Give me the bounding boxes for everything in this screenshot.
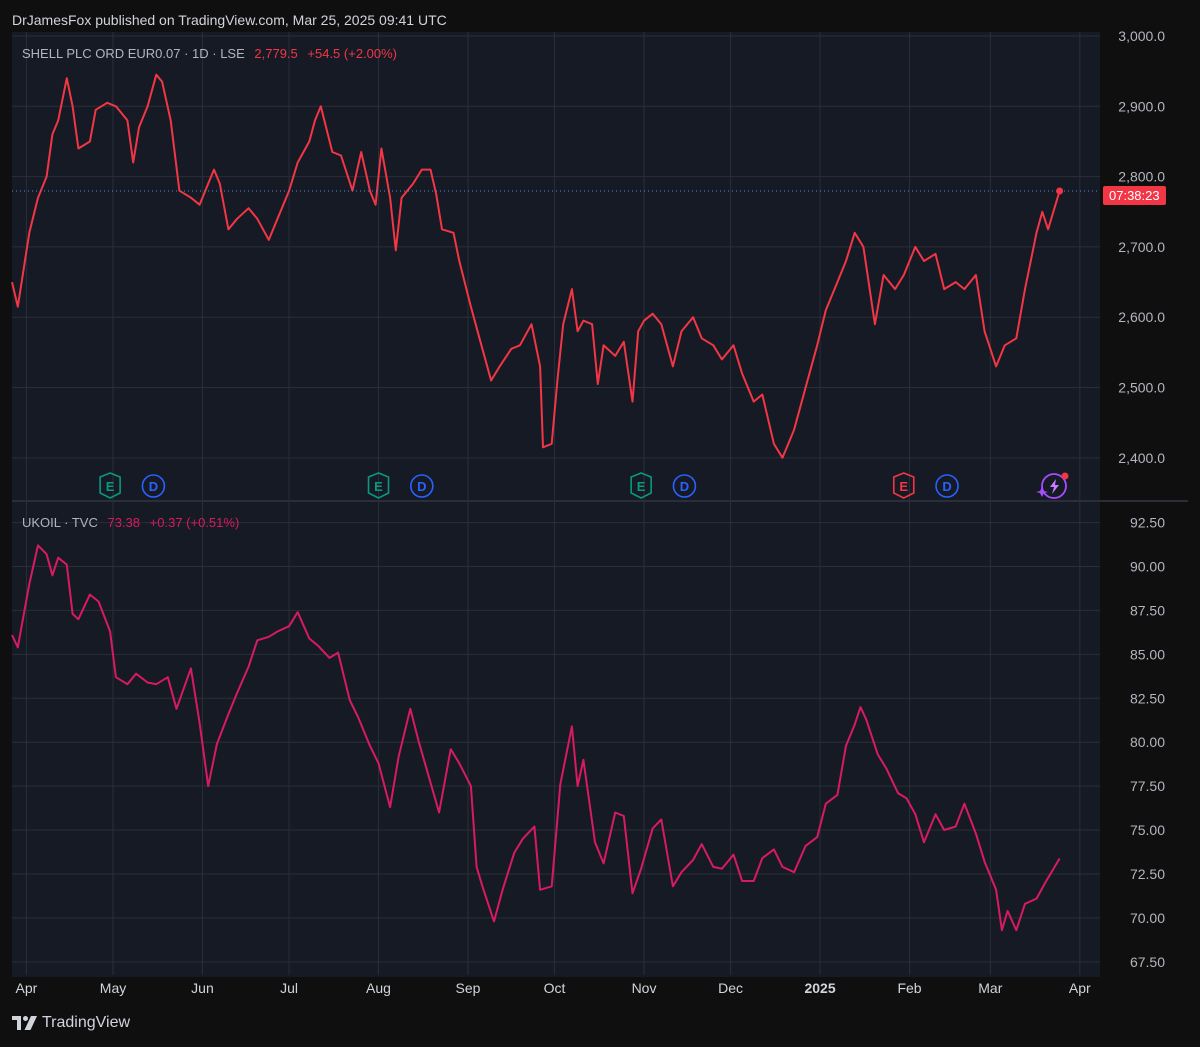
tradingview-logo-icon — [12, 1016, 37, 1030]
y-tick-label: 70.00 — [1130, 910, 1165, 926]
x-tick-label: Mar — [978, 980, 1002, 996]
y-tick-label: 2,500.0 — [1118, 380, 1165, 396]
y-tick-label: 75.00 — [1130, 822, 1165, 838]
x-tick-label: Aug — [366, 980, 391, 996]
y-tick-label: 2,900.0 — [1118, 98, 1165, 114]
last-price-dot — [1056, 187, 1064, 195]
earnings-icon[interactable] — [892, 472, 915, 499]
header-bar: DrJamesFox published on TradingView.com,… — [0, 0, 1200, 38]
earnings-icon-label: E — [899, 479, 908, 494]
earnings-icon-label: E — [637, 479, 646, 494]
y-tick-label: 72.50 — [1130, 866, 1165, 882]
ukoil-last-price: 73.38 — [107, 515, 141, 530]
y-tick-label: 77.50 — [1130, 778, 1165, 794]
dividend-icon[interactable] — [672, 474, 697, 498]
tradingview-logo[interactable]: TradingView — [12, 1014, 130, 1032]
dividend-icon-label: D — [149, 479, 158, 494]
shell-last-price: 2,779.5 — [254, 46, 298, 61]
earnings-icon[interactable] — [367, 472, 390, 499]
x-tick-label: Feb — [897, 980, 921, 996]
dividend-icon-label: D — [680, 479, 689, 494]
y-tick-label: 2,700.0 — [1118, 239, 1165, 255]
ukoil-legend[interactable]: UKOIL · TVC 73.38 +0.37 (+0.51%) — [22, 515, 239, 530]
countdown-badge: 07:38:23 — [1103, 186, 1166, 205]
ukoil-price-line — [11, 544, 1061, 932]
y-tick-label: 67.50 — [1130, 954, 1165, 970]
y-tick-label: 82.50 — [1130, 690, 1165, 706]
x-tick-label: Nov — [632, 980, 657, 996]
x-tick-label: 2025 — [804, 980, 835, 996]
x-tick-label: Dec — [718, 980, 743, 996]
dividend-icon-label: D — [417, 479, 426, 494]
lightning-bolt-icon — [1050, 479, 1059, 494]
sparkle-icon — [1036, 487, 1048, 497]
y-tick-label: 80.00 — [1130, 734, 1165, 750]
dividend-icon-label: D — [942, 479, 951, 494]
lightning-icon[interactable] — [1041, 473, 1067, 499]
x-tick-label: Sep — [456, 980, 481, 996]
y-tick-label: 3,000.0 — [1118, 28, 1165, 44]
x-tick-label: Apr — [16, 980, 38, 996]
y-tick-label: 92.50 — [1130, 515, 1165, 531]
earnings-icon[interactable] — [630, 472, 652, 499]
earnings-icon[interactable] — [99, 472, 121, 499]
x-tick-label: Oct — [544, 980, 566, 996]
shell-legend[interactable]: SHELL PLC ORD EUR0.07 · 1D · LSE 2,779.5… — [22, 46, 397, 61]
dividend-icon[interactable] — [410, 474, 434, 498]
shell-price-line — [11, 73, 1061, 459]
y-tick-label: 2,800.0 — [1118, 169, 1165, 185]
chart-area[interactable] — [12, 32, 1100, 977]
y-tick-label: 2,400.0 — [1118, 450, 1165, 466]
dividend-icon[interactable] — [935, 474, 959, 498]
ukoil-symbol: UKOIL · TVC — [22, 515, 98, 530]
y-tick-label: 87.50 — [1130, 602, 1165, 618]
x-tick-label: Jun — [191, 980, 214, 996]
ukoil-change: +0.37 (+0.51%) — [149, 515, 240, 530]
publish-line: DrJamesFox published on TradingView.com,… — [12, 12, 447, 28]
x-tick-label: Apr — [1069, 980, 1091, 996]
earnings-icon-label: E — [106, 479, 115, 494]
earnings-icon-label: E — [374, 479, 383, 494]
shell-symbol: SHELL PLC ORD EUR0.07 · 1D · LSE — [22, 46, 245, 61]
notification-dot-icon — [1061, 472, 1069, 480]
y-tick-label: 90.00 — [1130, 558, 1165, 574]
x-tick-label: May — [100, 980, 126, 996]
dividend-icon[interactable] — [141, 474, 166, 498]
y-tick-label: 85.00 — [1130, 646, 1165, 662]
footer-brand: TradingView — [42, 1014, 131, 1031]
y-tick-label: 2,600.0 — [1118, 309, 1165, 325]
x-tick-label: Jul — [280, 980, 298, 996]
shell-change: +54.5 (+2.00%) — [307, 46, 398, 61]
